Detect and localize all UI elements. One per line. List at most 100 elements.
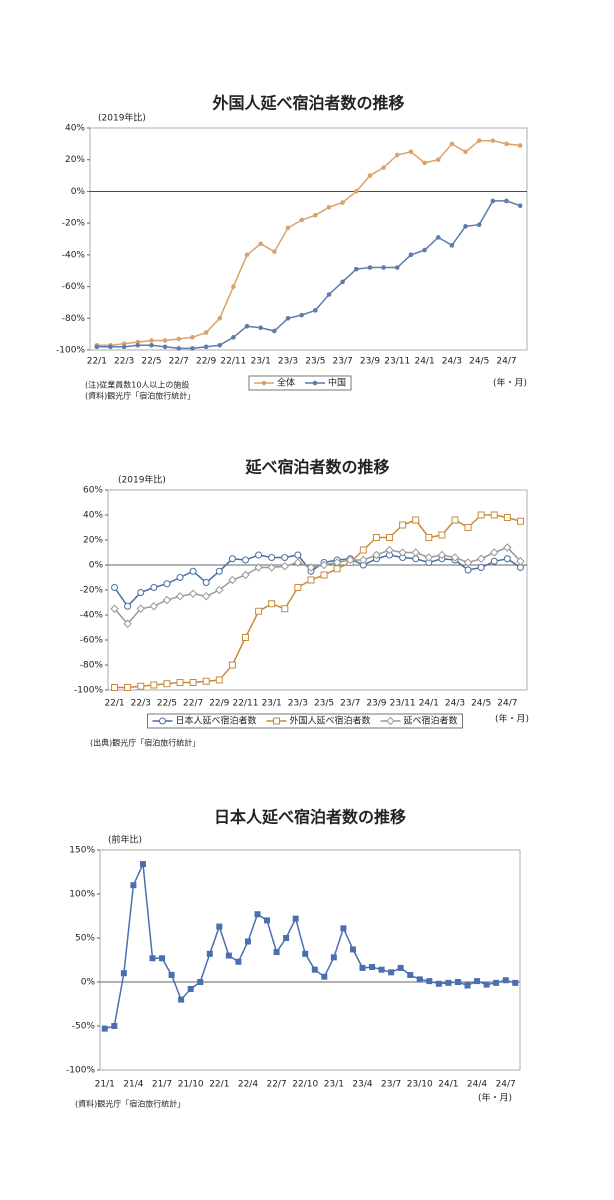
- data-point: [516, 517, 524, 525]
- data-point: [124, 684, 132, 691]
- y-tick-label: 20%: [83, 536, 103, 546]
- x-tick-label: 22/7: [266, 1080, 286, 1090]
- x-tick-label: 24/4: [467, 1080, 487, 1090]
- x-tick-label: 22/9: [196, 357, 216, 367]
- data-point: [225, 952, 232, 959]
- data-point: [190, 335, 195, 340]
- data-point: [255, 551, 263, 559]
- data-point: [381, 265, 386, 270]
- data-point: [408, 252, 414, 258]
- data-point: [149, 955, 156, 962]
- data-point: [162, 338, 168, 343]
- data-point: [293, 558, 303, 567]
- data-point: [231, 284, 236, 289]
- data-point: [203, 330, 209, 335]
- data-point: [490, 511, 498, 519]
- x-tick-label: 24/5: [469, 357, 489, 367]
- data-point: [504, 141, 509, 147]
- x-tick-label: 23/5: [314, 699, 334, 709]
- plot-frame: [107, 489, 528, 691]
- data-point: [372, 550, 381, 560]
- x-tick-label: 24/7: [497, 699, 517, 709]
- data-point: [292, 915, 299, 922]
- legend-marker: [312, 380, 318, 386]
- data-point: [163, 680, 171, 688]
- data-point: [512, 979, 519, 986]
- data-point: [217, 315, 223, 321]
- data-point: [137, 682, 145, 690]
- y-tick-label: -20%: [62, 219, 86, 229]
- data-point: [215, 676, 223, 684]
- data-point: [385, 545, 394, 555]
- data-point: [490, 138, 496, 143]
- data-point: [136, 604, 145, 613]
- data-point: [281, 605, 289, 613]
- x-tick-label: 23/1: [324, 1080, 344, 1090]
- legend-item: 外国人延べ宿泊者数: [266, 715, 371, 727]
- data-point: [502, 977, 509, 984]
- data-point: [517, 203, 523, 208]
- data-point: [241, 634, 249, 641]
- data-point: [235, 958, 242, 965]
- data-point: [463, 224, 468, 229]
- x-tick-label: 23/3: [288, 699, 308, 709]
- data-point: [424, 553, 434, 562]
- y-axis-label: (前年比): [108, 834, 142, 846]
- data-point: [123, 619, 132, 628]
- legend-marker: [272, 717, 280, 725]
- data-point: [463, 558, 473, 567]
- data-point: [517, 143, 523, 148]
- data-point: [353, 189, 359, 194]
- legend-box: [147, 713, 463, 729]
- data-point: [483, 981, 490, 988]
- y-tick-label: -80%: [80, 661, 104, 671]
- data-point: [258, 325, 264, 331]
- source-note: (出典)観光庁「宿泊旅行統計」: [90, 738, 200, 748]
- x-tick-label: 22/11: [233, 699, 259, 709]
- data-point: [197, 979, 204, 985]
- y-tick-label: -100%: [56, 346, 85, 356]
- data-point: [346, 555, 355, 565]
- data-point: [135, 342, 141, 348]
- data-point: [330, 954, 337, 961]
- data-point: [178, 996, 185, 1003]
- data-point: [299, 217, 304, 223]
- data-point: [124, 602, 132, 610]
- data-point: [268, 554, 276, 561]
- legend-item: 日本人延べ宿泊者数: [152, 715, 256, 727]
- data-point: [203, 344, 209, 350]
- data-point: [254, 911, 261, 918]
- data-point: [189, 567, 197, 575]
- x-tick-label: 23/7: [333, 357, 353, 367]
- data-point: [359, 555, 368, 565]
- data-point: [149, 602, 159, 611]
- plot-frame: [89, 127, 528, 351]
- y-tick-label: 50%: [75, 934, 95, 944]
- y-tick-label: 150%: [69, 846, 95, 856]
- data-point: [367, 265, 373, 270]
- x-tick-label: 24/3: [445, 699, 465, 709]
- data-point: [340, 925, 347, 932]
- legend-box: [248, 375, 352, 391]
- data-point: [244, 252, 250, 258]
- data-point: [476, 554, 486, 563]
- data-point: [294, 584, 302, 591]
- data-point: [426, 978, 433, 985]
- legend-marker: [386, 716, 395, 726]
- y-tick-label: 60%: [83, 486, 103, 496]
- data-point: [121, 344, 127, 350]
- data-point: [228, 575, 237, 585]
- y-tick-label: 0%: [71, 187, 86, 197]
- y-tick-label: -60%: [80, 636, 104, 646]
- x-tick-label: 24/5: [471, 699, 491, 709]
- data-point: [302, 950, 309, 957]
- data-point: [264, 917, 271, 924]
- data-point: [187, 986, 194, 993]
- data-point: [394, 152, 400, 158]
- data-point: [231, 335, 236, 340]
- data-point: [349, 946, 356, 953]
- data-line: [113, 554, 521, 608]
- x-tick-label: 21/7: [152, 1080, 172, 1090]
- data-point: [474, 978, 481, 985]
